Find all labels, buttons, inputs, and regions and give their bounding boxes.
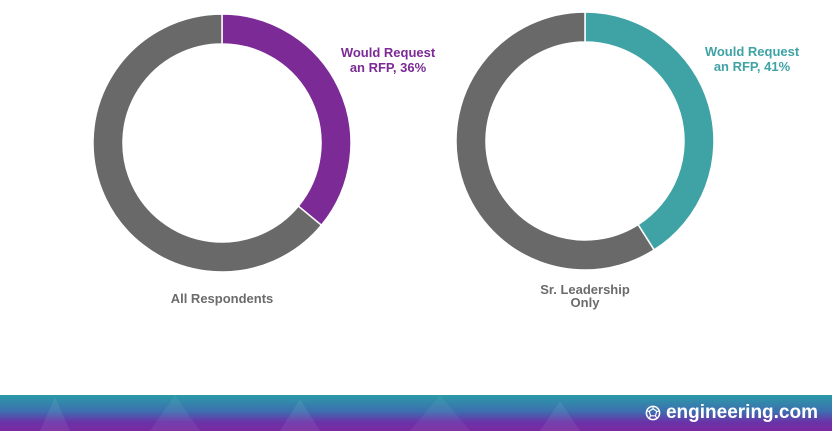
- brand-mark-icon: [645, 405, 661, 421]
- engineering-com-logo[interactable]: engineering.com: [645, 400, 818, 426]
- chart-1-data-label: Would Request an RFP, 36%: [340, 45, 436, 75]
- footer-banner: engineering.com: [0, 395, 832, 431]
- brand-name: engineering.com: [665, 402, 818, 423]
- chart-1-title: All Respondents: [170, 291, 274, 306]
- chart-1-slice-other: [92, 13, 323, 273]
- chart-2-data-label: Would Request an RFP, 41%: [704, 44, 800, 74]
- chart-2-title: Sr. Leadership Only: [540, 282, 630, 310]
- footer-pattern: [40, 395, 580, 431]
- donut-charts-svg: [92, 11, 715, 273]
- chart-2-slice-other: [455, 11, 656, 271]
- donut-charts-area: Would Request an RFP, 36% All Respondent…: [92, 11, 800, 310]
- chart-2-slice-rfp: [584, 11, 715, 251]
